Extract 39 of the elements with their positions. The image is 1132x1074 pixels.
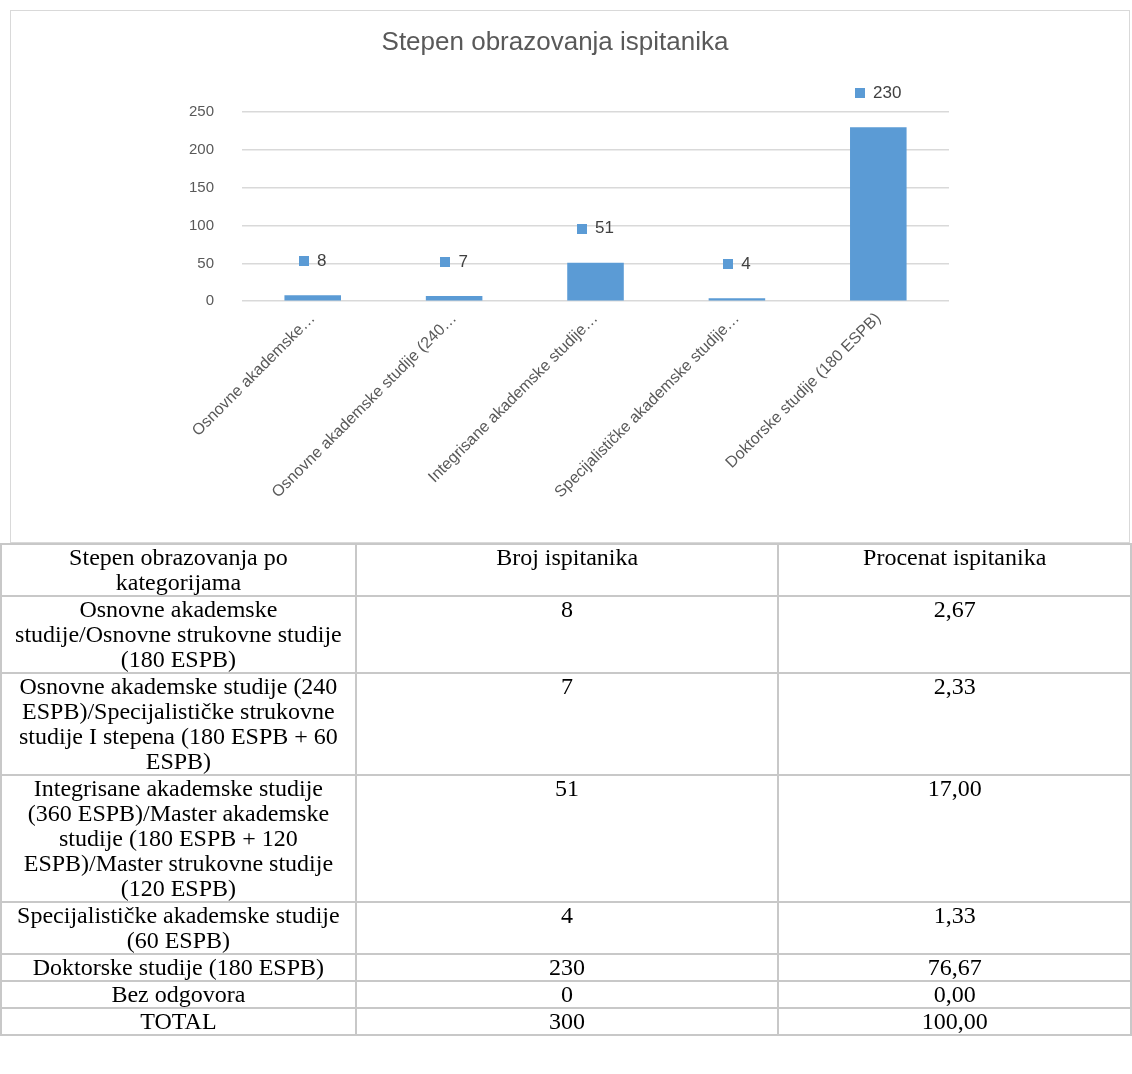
text: Specijalističke akademske studije (60 ESPB) [1, 902, 356, 954]
text: 230 [355, 954, 779, 981]
text: Integrisane akademske studije (360 ESPB)/Master akademske studije (180 ESPB + 120 ESPB)/Master strukovne studije (120 ESPB) [1, 775, 356, 902]
chart-title: Stepen obrazovanja ispitanika [381, 25, 729, 56]
category-label: Stepen obrazovanja po kategorijama [1, 544, 356, 596]
text: Osnovne akademske studije/Osnovne strukovne studije (180 ESPB) [1, 596, 356, 673]
text: Bez odgovora [1, 981, 356, 1008]
text: 4 [355, 902, 779, 954]
text: 0,00 [778, 981, 1131, 1008]
y-tick-label: 50 [197, 253, 215, 271]
data-label: 51 [595, 218, 614, 238]
text: 1,33 [778, 902, 1131, 954]
text: 2,67 [778, 596, 1131, 673]
text: 51 [355, 775, 779, 902]
text: TOTAL [1, 1008, 356, 1035]
text: 2,33 [778, 673, 1131, 775]
data-label: 8 [317, 250, 327, 270]
data-label: 4 [741, 253, 751, 273]
text: 76,67 [778, 954, 1131, 981]
text: 100,00 [778, 1008, 1131, 1035]
data-label: 7 [458, 251, 468, 271]
bar [284, 295, 341, 301]
text: 7 [355, 673, 779, 775]
y-tick-label: 150 [189, 177, 215, 195]
text: 17,00 [778, 775, 1131, 902]
text: Doktorske studije (180 ESPB) [1, 954, 356, 981]
category-label: Procenat ispitanika [778, 544, 1131, 596]
category-label: Broj ispitanika [355, 544, 779, 596]
bar [567, 262, 624, 301]
data-label: 230 [873, 83, 902, 103]
y-tick-label: 200 [189, 140, 215, 158]
text: 0 [355, 981, 779, 1008]
text: Osnovne akademske studije (240 ESPB)/Specijalističke strukovne studije I stepena (180 ESPB + 60 ESPB) [1, 673, 356, 775]
y-tick-label: 0 [205, 291, 215, 309]
y-tick-label: 100 [189, 215, 215, 233]
bar [850, 127, 907, 301]
text: 8 [355, 596, 779, 673]
y-tick-label: 250 [189, 102, 215, 120]
text: 300 [355, 1008, 779, 1035]
